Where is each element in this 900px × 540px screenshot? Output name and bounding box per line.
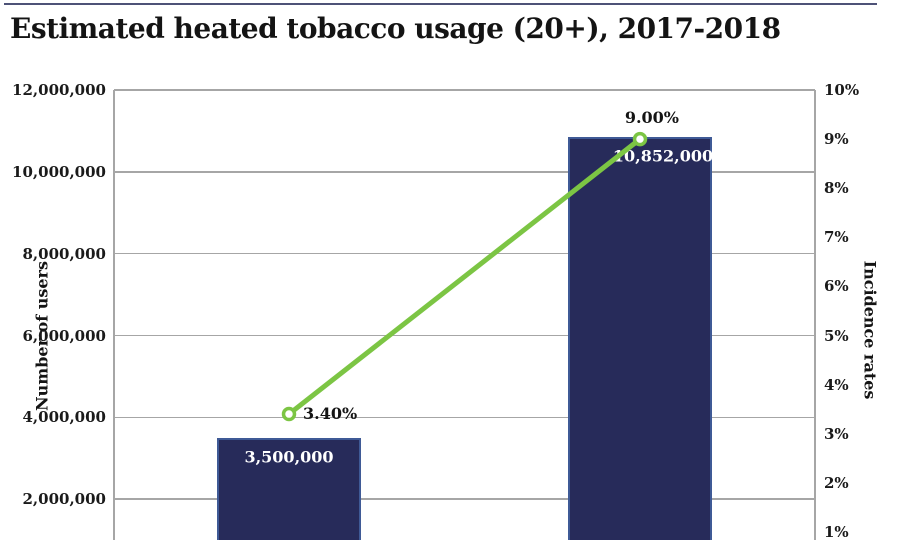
right-axis-tick-label: 9%: [824, 130, 849, 149]
left-axis-tick-label: 8,000,000: [22, 244, 106, 263]
right-axis-tick-label: 4%: [824, 375, 849, 394]
bar-value-label: 3,500,000: [244, 447, 334, 467]
right-axis-tick-label: 1%: [824, 522, 849, 540]
bar-value-label: 10,852,000: [612, 146, 714, 166]
line-point-label: 3.40%: [303, 404, 358, 424]
right-axis-tick-label: 8%: [824, 179, 849, 198]
right-axis-tick-label: 3%: [824, 424, 849, 443]
left-axis-tick-label: 10,000,000: [12, 162, 106, 181]
gridline: [114, 89, 815, 91]
title-top-rule: [4, 3, 877, 5]
right-axis-tick-label: 7%: [824, 228, 849, 247]
left-axis-tick-label: 4,000,000: [22, 408, 106, 427]
right-axis-line: [814, 90, 816, 540]
bar-2017: [217, 437, 361, 540]
right-axis-tick-label: 10%: [824, 81, 860, 99]
left-axis-tick-label: 2,000,000: [22, 490, 106, 509]
left-axis-tick-label: 6,000,000: [22, 326, 106, 345]
right-axis-tick-label: 2%: [824, 473, 849, 492]
line-point-label: 9.00%: [624, 108, 680, 128]
left-axis-tick-label: 12,000,000: [12, 81, 106, 99]
left-axis-line: [113, 90, 115, 540]
chart-title: Estimated heated tobacco usage (20+), 20…: [10, 12, 781, 45]
gridline: [114, 498, 815, 500]
bar-2018: [568, 136, 712, 540]
right-axis-tick-label: 6%: [824, 277, 849, 296]
right-axis-tick-label: 5%: [824, 326, 849, 345]
gridline: [114, 416, 815, 419]
